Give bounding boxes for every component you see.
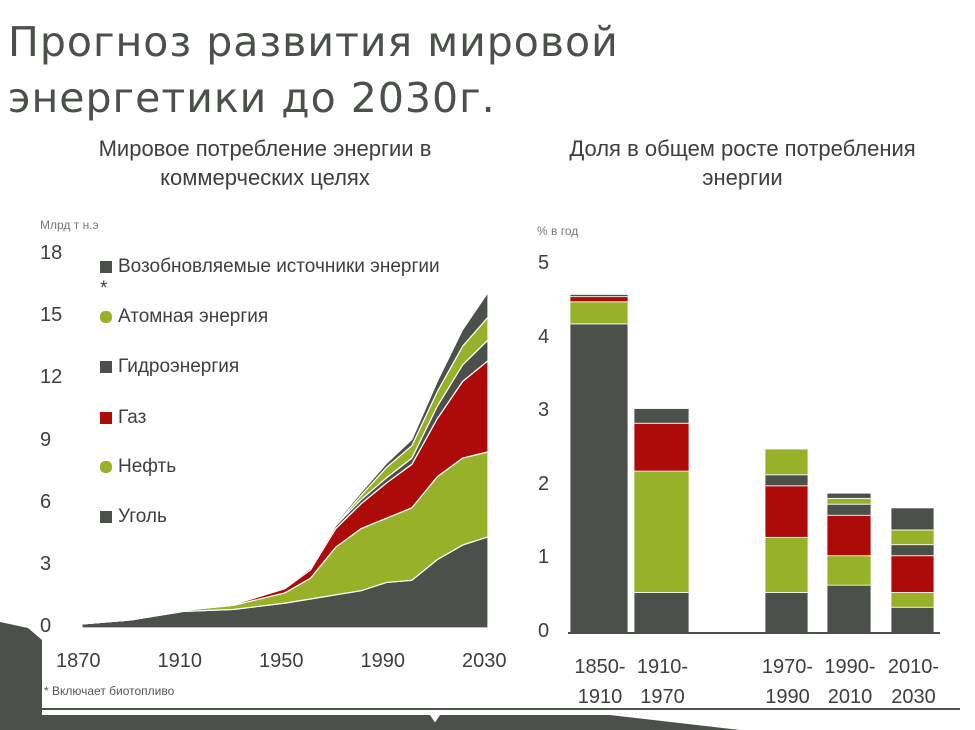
legend-item-hydro: Гидроэнергия [100,356,239,378]
bar-segment-coal [826,584,872,634]
left-x-tick: 1870 [56,650,101,672]
bar-segment-oil [633,470,690,593]
left-y-tick: 18 [40,242,63,264]
left-y-tick: 12 [40,366,63,389]
legend-label: Возобновляемые источники энергии * [100,256,440,299]
right-x-tick: 1910- 1970 [636,656,689,708]
bar-segment-coal [764,592,809,634]
right-x-tick: 1850- 1910 [574,656,626,708]
left-chart-title: Мировое потребление энергии в коммерческ… [40,134,490,192]
bar-segment-hydro [569,294,629,298]
right-y-tick: 1 [538,546,550,569]
bar-segment-coal [633,592,690,634]
title-line-2: энергетики до 2030г. [8,74,496,122]
bar-segment-oil [826,555,872,586]
legend-item-oil: Нефть [100,456,176,478]
legend-label: Атомная энергия [118,306,269,327]
legend-item-renewables: Возобновляемые источники энергии * [100,256,440,300]
legend-swatch [100,460,112,473]
left-y-tick: 0 [40,615,52,637]
bar-segment-hydro [764,474,809,487]
legend-swatch [100,310,112,323]
right-chart-title-line-1: Доля в общем росте потребления [569,136,916,161]
bar-segment-renewables [890,507,935,531]
left-y-tick: 9 [40,428,52,451]
legend-label: Нефть [118,456,177,477]
right-chart-title-line-2: энергии [702,165,783,190]
bar-segment-gas [890,555,935,593]
bar-segment-oil [569,301,629,325]
left-chart-title-line-2: коммерческих целях [160,165,370,190]
bar-segment-gas [764,485,809,538]
bar-segment-renewables [826,492,872,499]
bar-segment-hydro [826,503,872,516]
legend-label: Газ [118,407,147,428]
left-chart-title-line-1: Мировое потребление энергии в [98,136,432,161]
legend-label: Гидроэнергия [118,356,240,377]
left-x-tick: 1990 [360,650,406,672]
bar-segment-hydro [633,408,690,424]
left-x-tick: 1910 [157,650,203,672]
legend-item-nuclear: Атомная энергия [100,306,268,328]
bar-segment-gas [826,514,872,557]
bar-segment-gas [633,422,690,472]
right-x-tick: 1970- 1990 [761,656,814,708]
right-chart-title: Доля в общем росте потребления энергии [520,134,965,192]
right-y-tick: 5 [538,252,550,274]
right-y-tick: 2 [538,472,550,495]
right-x-tick: 2010- 2030 [887,656,940,708]
right-y-axis-label: % в год [537,224,579,238]
bar-segment-nuclear [764,448,809,476]
right-y-tick: 3 [538,399,550,422]
legend-item-coal: Уголь [100,506,167,528]
footnote: * Включает биотопливо [44,684,175,698]
left-y-axis-label: Млрд т н.э [40,218,99,232]
left-x-tick: 2030 [462,650,507,672]
left-y-tick: 6 [40,490,52,513]
legend-swatch [100,510,112,523]
title-line-1: Прогноз развития мировой [8,18,619,66]
right-x-tick: 1990- 2010 [824,656,876,708]
bar-segment-oil [890,592,935,608]
right-y-tick: 4 [538,325,550,348]
left-y-tick: 3 [40,552,52,575]
legend-label: Уголь [118,506,167,527]
bar-segment-coal [890,606,935,634]
page-title: Прогноз развития мировой энергетики до 2… [8,14,619,126]
left-x-tick: 1950 [259,650,304,672]
legend-swatch [100,260,112,273]
bar-segment-nuclear [826,497,872,505]
legend-swatch [100,411,112,424]
bar-segment-hydro [890,544,935,557]
right-y-tick: 0 [538,620,550,642]
area-renewables [81,290,489,625]
bar-segment-nuclear [890,529,935,546]
legend-item-gas: Газ [100,407,146,429]
legend-swatch [100,360,112,373]
bar-segment-gas [569,296,629,303]
bar-segment-coal [569,323,629,634]
bar-segment-oil [764,536,809,593]
left-y-tick: 15 [40,304,63,327]
